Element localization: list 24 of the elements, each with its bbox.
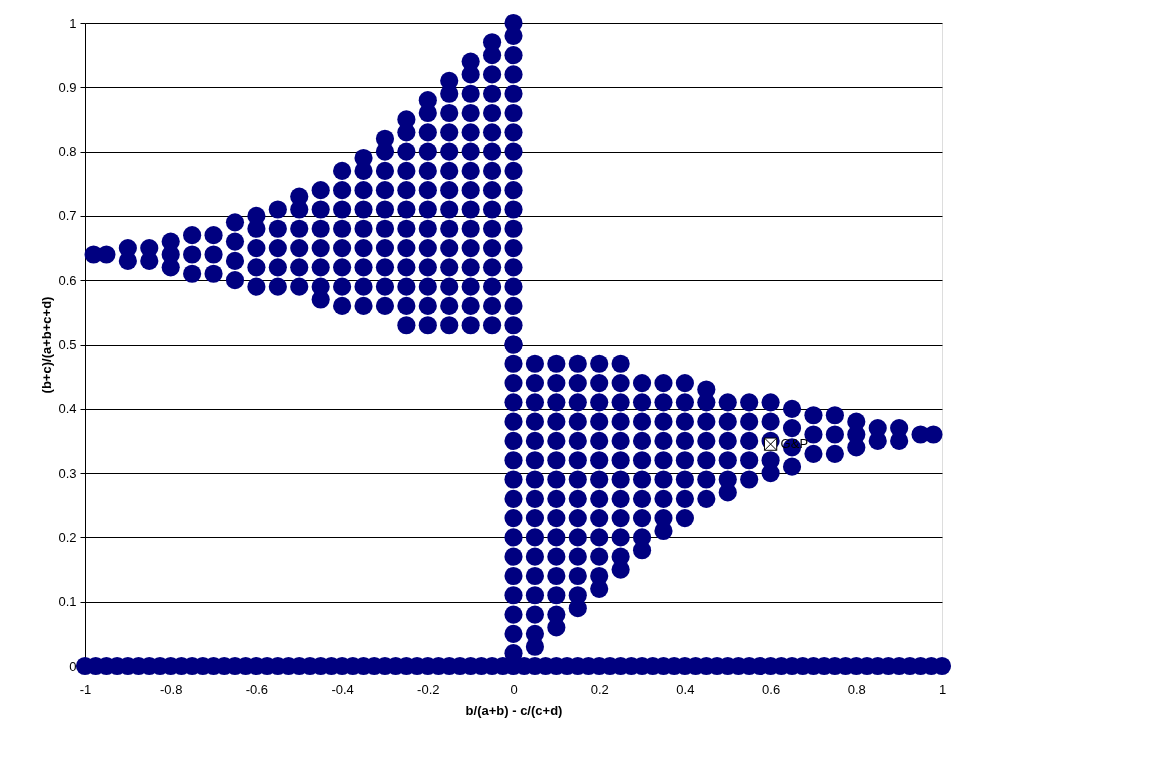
y-tick-label: 0.2 [58, 529, 77, 545]
x-tick-label: 0.2 [590, 681, 609, 697]
x-axis-title: b/(a+b) - c/(c+d) [465, 702, 563, 718]
y-tick-label: 0.4 [58, 401, 77, 417]
y-tick-label: 0.7 [58, 208, 77, 224]
x-tick-label: 1 [938, 681, 947, 697]
y-tick-label: 0 [69, 658, 77, 674]
x-tick-label: 0.4 [676, 681, 695, 697]
x-tick-label: 0.8 [847, 681, 866, 697]
y-tick-label: 0.9 [58, 79, 77, 95]
x-tick-label: -0.8 [160, 681, 183, 697]
y-tick-label: 1 [69, 15, 77, 31]
x-tick-label: 0 [510, 681, 518, 697]
y-tick-label: 0.6 [58, 272, 77, 288]
y-tick-label: 0.1 [58, 594, 77, 610]
y-axis-title: (b+c)/(a+b+c+d) [39, 296, 55, 394]
x-tick-label: -0.6 [245, 681, 269, 697]
x-tick-label: 0.6 [762, 681, 781, 697]
y-tick-label: 0.5 [58, 337, 77, 352]
x-tick-label: -0.2 [417, 681, 440, 697]
x-tick-label: -0.4 [331, 681, 354, 697]
y-tick-label: 0.3 [58, 465, 77, 481]
x-tick-label: -1 [79, 681, 92, 697]
y-tick-label: 0.8 [58, 144, 77, 160]
